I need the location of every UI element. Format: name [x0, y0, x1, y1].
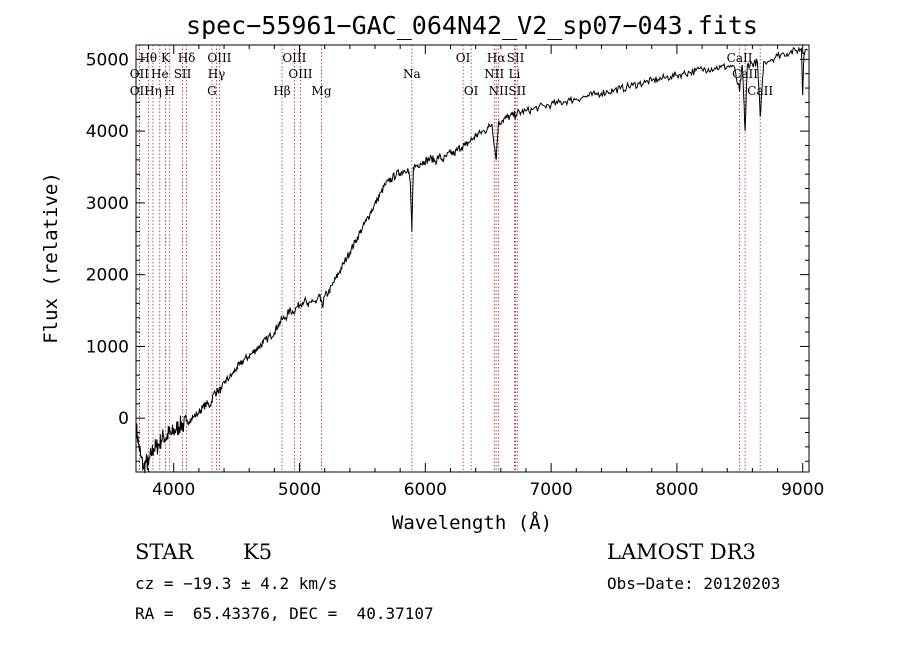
line-marker-label: OIII: [282, 51, 306, 65]
line-marker-label: He: [151, 67, 169, 81]
object-subclass: K5: [243, 540, 273, 564]
y-tick-label: 0: [118, 409, 129, 429]
y-axis-ticks: 0 1000 2000 3000 4000 5000: [86, 44, 809, 462]
line-marker-label: NII: [489, 84, 509, 98]
y-tick-label: 5000: [86, 50, 129, 70]
line-marker-label: Na: [403, 67, 421, 81]
x-tick-label: 5000: [278, 480, 321, 500]
velocity-readout: cz = −19.3 ± 4.2 km/s: [135, 574, 338, 593]
y-axis-label: Flux (relative): [40, 172, 62, 344]
object-class: STAR: [135, 540, 194, 564]
chart-title: spec−55961−GAC_064N42_V2_sp07−043.fits: [186, 11, 758, 40]
line-markers: [138, 45, 761, 472]
line-marker-label: CaII: [727, 51, 753, 65]
line-marker-label: Hα: [487, 51, 506, 65]
line-marker-label: OI: [456, 51, 471, 65]
line-marker-label: OIII: [207, 51, 231, 65]
x-tick-label: 9000: [781, 480, 824, 500]
line-marker-label: G: [207, 84, 217, 98]
x-tick-label: 8000: [655, 480, 698, 500]
observation-date: Obs−Date: 20120203: [607, 574, 781, 593]
line-marker-label: SII: [174, 67, 192, 81]
line-marker-label: Mg: [312, 84, 332, 98]
line-marker-label: NII: [484, 67, 504, 81]
line-marker-label: SII: [507, 51, 525, 65]
line-marker-label: CaII: [732, 67, 758, 81]
line-marker-label: Hη: [144, 84, 162, 98]
line-marker-labels: HθOIIOIIHηHeKHSIIHδGHγOIIIHβOIIIOIIIMgNa…: [130, 51, 774, 98]
y-tick-label: 2000: [86, 266, 129, 286]
line-marker-label: OII: [130, 84, 150, 98]
line-marker-label: Li: [508, 67, 520, 81]
line-marker-label: Hδ: [178, 51, 196, 65]
line-marker-label: K: [161, 51, 171, 65]
x-tick-label: 7000: [529, 480, 572, 500]
line-marker-label: Hβ: [273, 84, 290, 98]
line-marker-label: OIII: [288, 67, 312, 81]
spectrum-line: [135, 46, 808, 474]
line-marker-label: CaII: [747, 84, 773, 98]
x-tick-label: 6000: [404, 480, 447, 500]
line-marker-label: OI: [464, 84, 479, 98]
survey-name: LAMOST DR3: [607, 540, 756, 564]
y-tick-label: 4000: [86, 122, 129, 142]
line-marker-label: Hγ: [208, 67, 226, 81]
y-tick-label: 3000: [86, 194, 129, 214]
x-axis-label: Wavelength (Å): [392, 511, 552, 534]
coordinates: RA = 65.43376, DEC = 40.37107: [135, 604, 434, 623]
x-axis-ticks: 4000 5000 6000 7000 8000 9000: [148, 45, 824, 500]
plot-frame: [135, 44, 810, 473]
line-marker-label: Hθ: [139, 51, 157, 65]
y-tick-label: 1000: [86, 337, 129, 357]
line-marker-label: H: [164, 84, 174, 98]
line-marker-label: SII: [508, 84, 526, 98]
x-tick-label: 4000: [152, 480, 195, 500]
